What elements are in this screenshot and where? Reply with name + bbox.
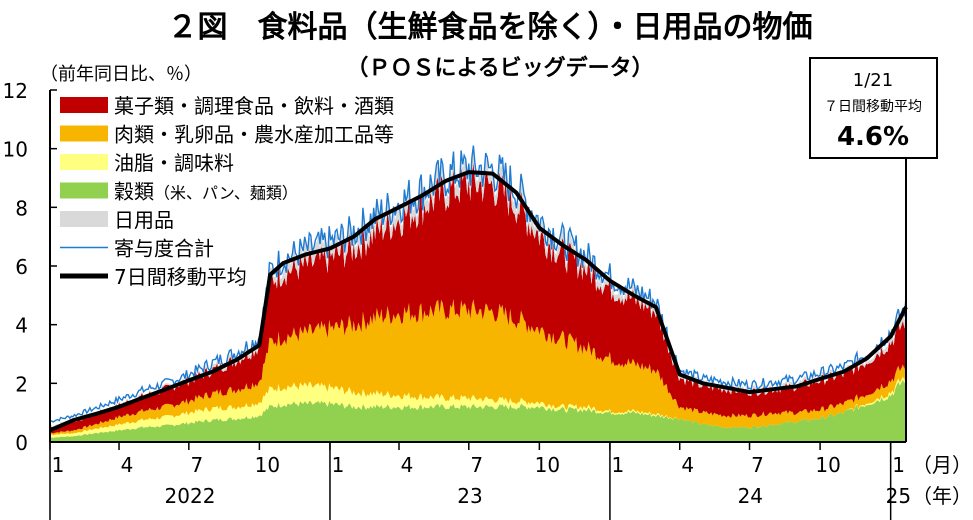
x-tick-label: 4 xyxy=(681,453,694,477)
chart-subtitle: （ＰＯＳによるビッグデータ） xyxy=(346,55,653,81)
area-grains xyxy=(50,372,906,442)
legend-label-ma7: 7日間移動平均 xyxy=(114,265,247,289)
annotation-label: ７日間移動平均 xyxy=(824,99,922,115)
y-tick-label: 12 xyxy=(3,79,28,103)
area-oils xyxy=(50,369,906,438)
annotation-date: 1/21 xyxy=(853,70,893,91)
contribution-line xyxy=(49,145,907,423)
annotation-value: 4.6% xyxy=(837,122,909,152)
x-tick-label: 1 xyxy=(612,453,625,477)
x-unit-month: （月） xyxy=(912,453,972,477)
legend-label-contribution: 寄与度合計 xyxy=(114,237,214,261)
y-tick-label: 2 xyxy=(15,372,28,396)
x-tick-label: 10 xyxy=(815,453,840,477)
legend-swatch-confectionery xyxy=(60,97,108,113)
x-tick-label: 4 xyxy=(401,453,414,477)
area-confectionery xyxy=(50,162,906,434)
x-tick-label: 7 xyxy=(470,453,483,477)
series-lines xyxy=(49,145,908,433)
x-tick-label: 10 xyxy=(535,453,560,477)
x-tick-label: 7 xyxy=(190,453,203,477)
x-tick-label: 10 xyxy=(255,453,280,477)
legend-label-meat: 肉類・乳卵品・農水産加工品等 xyxy=(114,123,394,147)
legend-swatch-oils xyxy=(60,154,108,170)
y-tick-label: 6 xyxy=(15,255,28,279)
x-tick-label: 1 xyxy=(892,453,905,477)
legend-label-confectionery: 菓子類・調理食品・飲料・酒類 xyxy=(114,94,394,118)
annotation-box: 1/21 ７日間移動平均 4.6% xyxy=(809,57,938,159)
x-tick-label: 1 xyxy=(52,453,65,477)
annotation-frame xyxy=(809,57,938,159)
x-tick-label: 4 xyxy=(121,453,134,477)
legend-sublabel-grains: （米、パン、麺類） xyxy=(154,184,298,203)
year-label: 2022 xyxy=(165,484,216,508)
legend-swatch-daily xyxy=(60,211,108,227)
legend-label-daily: 日用品 xyxy=(114,208,174,232)
y-axis-label: （前年同日比、％） xyxy=(40,64,202,85)
area-meat xyxy=(50,299,906,435)
x-tick-label: 1 xyxy=(332,453,345,477)
ma7-line xyxy=(49,170,908,433)
y-tick-label: 8 xyxy=(15,196,28,220)
legend-label-oils: 油脂・調味料 xyxy=(114,151,234,175)
year-label: 23 xyxy=(457,484,482,508)
legend: 菓子類・調理食品・飲料・酒類肉類・乳卵品・農水産加工品等油脂・調味料穀類（米、パ… xyxy=(60,94,394,289)
legend-swatch-meat xyxy=(60,125,108,142)
x-unit-year: （年） xyxy=(912,484,972,508)
stacked-areas xyxy=(50,150,906,442)
year-label: 24 xyxy=(738,484,763,508)
legend-label-grains: 穀類（米、パン、麺類） xyxy=(114,180,298,204)
x-tick-label: 7 xyxy=(751,453,764,477)
y-tick-label: 0 xyxy=(15,431,28,455)
year-label: 25 xyxy=(886,484,911,508)
legend-swatch-grains xyxy=(60,182,108,199)
chart-title: ２図 食料品（生鮮食品を除く）・日用品の物価 xyxy=(168,10,813,45)
y-tick-label: 4 xyxy=(15,314,28,338)
y-tick-label: 10 xyxy=(3,138,28,162)
